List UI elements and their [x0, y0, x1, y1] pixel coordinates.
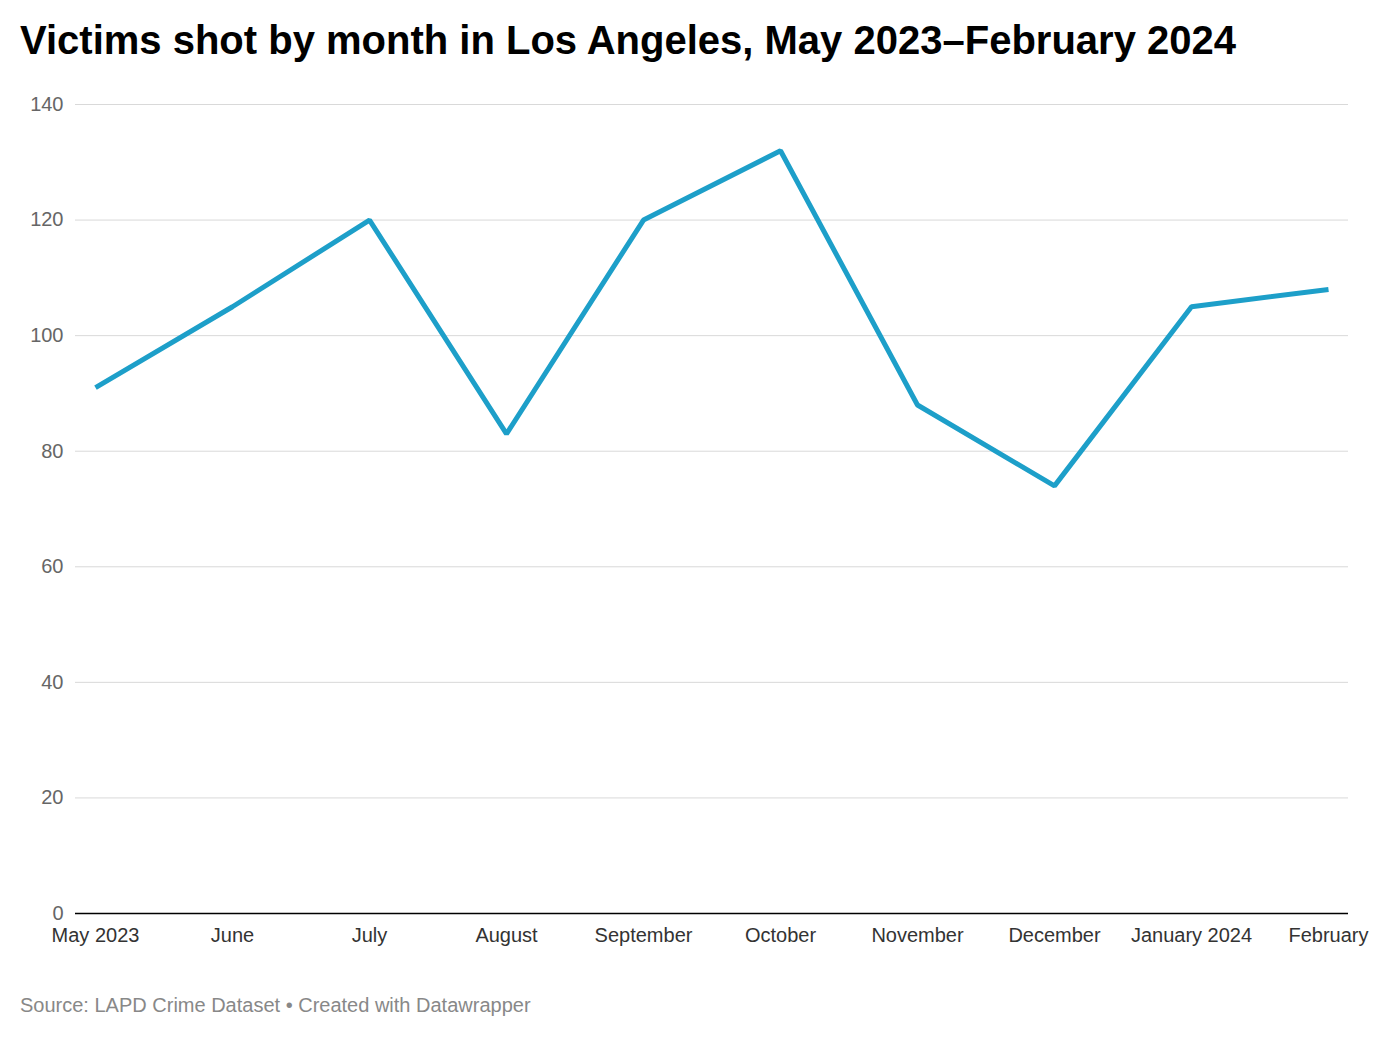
- svg-text:February: February: [1288, 924, 1368, 946]
- svg-text:40: 40: [41, 671, 63, 693]
- svg-text:September: September: [595, 924, 693, 946]
- svg-text:120: 120: [30, 208, 63, 230]
- svg-text:20: 20: [41, 786, 63, 808]
- svg-text:80: 80: [41, 440, 63, 462]
- svg-text:100: 100: [30, 324, 63, 346]
- svg-text:0: 0: [52, 902, 63, 924]
- svg-text:May 2023: May 2023: [52, 924, 140, 946]
- html-text:Victims shot by month in Los A: Victims shot by month in Los Angeles, Ma…: [20, 18, 1236, 62]
- svg-text:June: June: [211, 924, 254, 946]
- svg-text:July: July: [352, 924, 388, 946]
- svg-text:60: 60: [41, 555, 63, 577]
- svg-text:December: December: [1008, 924, 1101, 946]
- svg-text:140: 140: [30, 93, 63, 115]
- svg-text:January 2024: January 2024: [1131, 924, 1252, 946]
- svg-text:November: November: [871, 924, 964, 946]
- svg-text:October: October: [745, 924, 816, 946]
- svg-text:August: August: [475, 924, 538, 946]
- html-text:Source: LAPD Crime Dataset • C: Source: LAPD Crime Dataset • Created wit…: [20, 994, 531, 1016]
